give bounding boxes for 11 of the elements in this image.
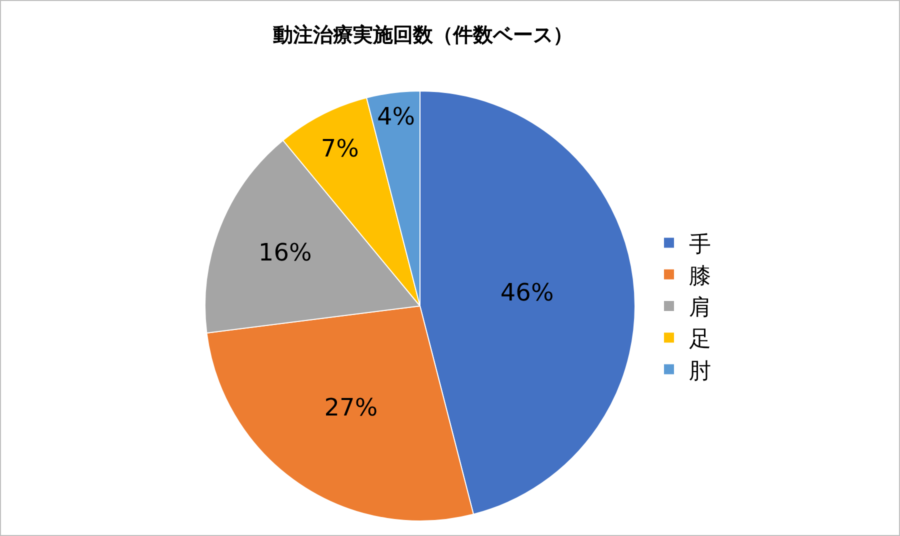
data-label: 4% (377, 102, 416, 130)
data-label: 16% (258, 238, 312, 267)
legend-label: 肘 (689, 358, 711, 384)
legend-label: 手 (689, 232, 711, 258)
legend-label: 足 (689, 327, 711, 352)
legend-label: 肩 (689, 296, 711, 321)
data-label: 7% (320, 134, 359, 163)
chart-title: 動注治療実施回数（件数ベース） (272, 22, 574, 47)
data-label: 27% (324, 394, 378, 422)
legend-label: 膝 (689, 264, 711, 289)
data-label: 46% (500, 278, 554, 306)
